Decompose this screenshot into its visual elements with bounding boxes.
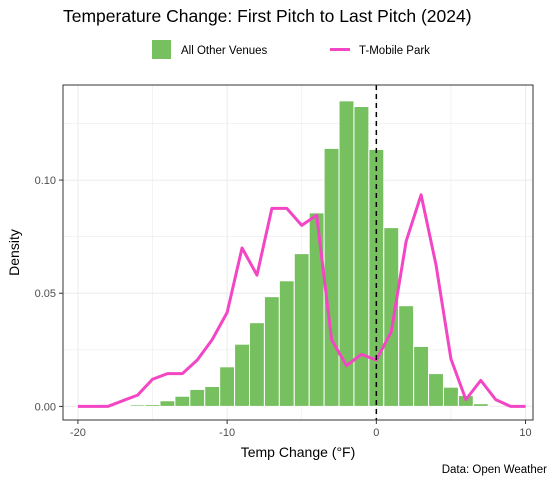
histogram-bar bbox=[293, 253, 310, 407]
caption: Data: Open Weather bbox=[442, 464, 547, 476]
legend-label-t-mobile-park: T-Mobile Park bbox=[359, 45, 430, 57]
histogram-bar bbox=[114, 405, 131, 407]
legend-label-all-other-venues: All Other Venues bbox=[181, 45, 268, 57]
histogram-bar bbox=[174, 395, 191, 407]
histogram-bar bbox=[428, 373, 444, 407]
y-axis-title: Density bbox=[6, 229, 22, 276]
histogram-bar bbox=[413, 345, 430, 407]
x-tick-label-10: -10 bbox=[219, 427, 235, 439]
histogram-bars bbox=[114, 100, 489, 407]
histogram-bar bbox=[278, 280, 295, 407]
plot-area bbox=[62, 84, 534, 421]
t-mobile-park-density-line bbox=[77, 193, 526, 408]
histogram-bar bbox=[308, 212, 325, 407]
y-tick-label-0-10: 0.10 bbox=[35, 175, 56, 187]
histogram-bar bbox=[144, 404, 161, 407]
x-axis-title: Temp Change (°F) bbox=[241, 444, 356, 460]
histogram-bar bbox=[398, 305, 415, 407]
histogram-bar bbox=[234, 343, 251, 407]
histogram-bar bbox=[189, 388, 206, 407]
x-tick-label-0: 0 bbox=[373, 427, 379, 439]
plot-border bbox=[62, 84, 534, 421]
histogram-bar bbox=[442, 386, 459, 407]
histogram-bar bbox=[159, 400, 176, 407]
y-axis-ticks: 0.00 0.05 0.10 bbox=[35, 175, 63, 413]
histogram-bar bbox=[263, 296, 280, 407]
histogram-bar bbox=[204, 386, 221, 407]
histogram-bar bbox=[249, 322, 265, 407]
y-tick-label-0-05: 0.05 bbox=[35, 288, 56, 300]
legend: All Other Venues T-Mobile Park bbox=[152, 40, 430, 59]
x-axis-ticks: -20 -10 0 10 bbox=[70, 420, 532, 439]
x-tick-label-20: -20 bbox=[70, 427, 86, 439]
y-tick-label-0-00: 0.00 bbox=[35, 401, 56, 413]
histogram-bar bbox=[353, 106, 370, 407]
chart-title: Temperature Change: First Pitch to Last … bbox=[63, 6, 472, 26]
histogram-bar bbox=[129, 404, 146, 407]
histogram-bar bbox=[219, 366, 236, 407]
histogram-bar bbox=[323, 147, 340, 407]
histogram-bar bbox=[472, 403, 489, 407]
x-tick-label-10: 10 bbox=[519, 427, 531, 439]
legend-swatch-all-other-venues bbox=[152, 40, 171, 59]
histogram-bar bbox=[383, 227, 400, 407]
